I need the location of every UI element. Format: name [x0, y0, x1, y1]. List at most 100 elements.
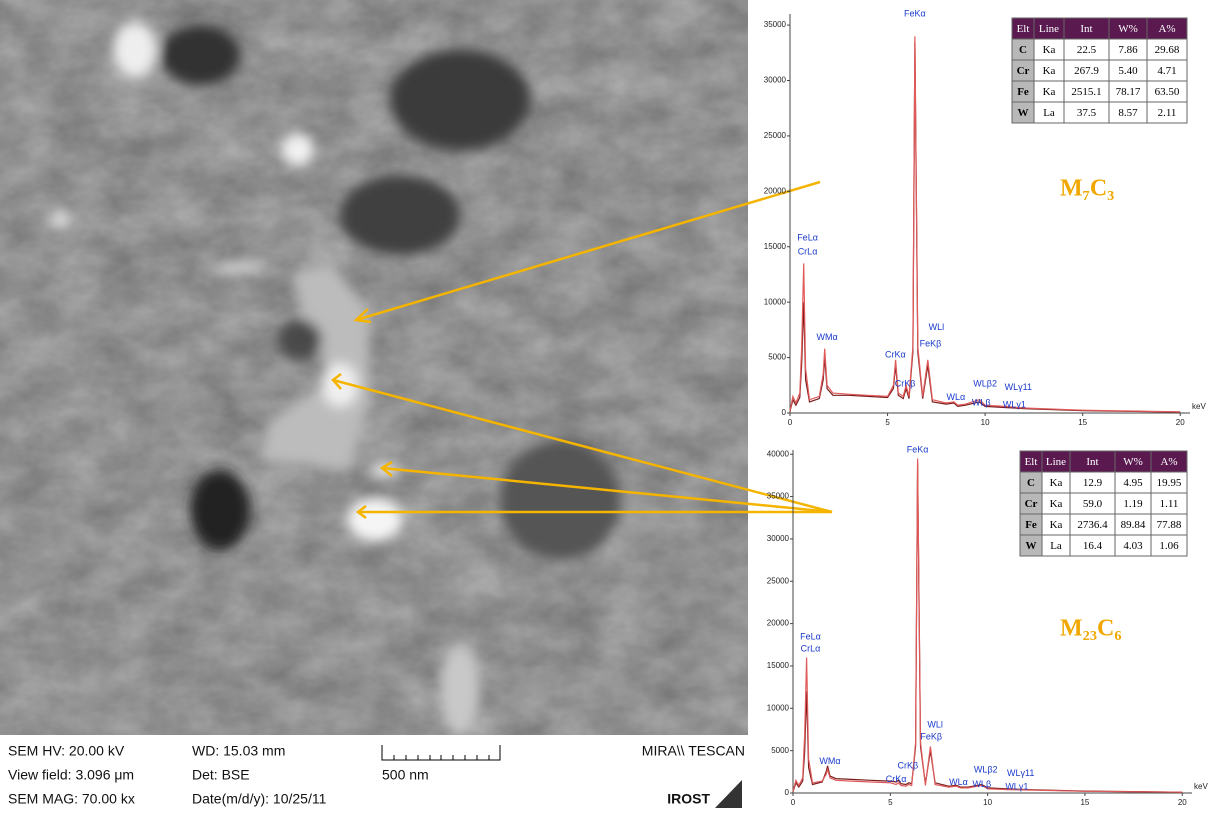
mag: SEM MAG: 70.00 kx	[8, 791, 135, 807]
peak-label: FeKβ	[920, 731, 942, 741]
view-field: View field: 3.096 μm	[8, 767, 134, 783]
peak-label: WLl	[927, 720, 943, 730]
y-tick-label: 0	[782, 408, 787, 417]
table-text: 12.9	[1083, 477, 1103, 489]
table-text: 59.0	[1083, 498, 1103, 510]
table-text: 29.68	[1155, 44, 1180, 56]
table-text: 37.5	[1077, 107, 1097, 119]
y-tick-label: 5000	[771, 746, 789, 755]
table-text: La	[1043, 107, 1055, 119]
table-text: W	[1026, 540, 1037, 552]
peak-label: WLγ11	[1005, 382, 1032, 392]
table-text: Elt	[1017, 23, 1030, 35]
table-text: Int	[1086, 456, 1098, 468]
y-tick-label: 25000	[767, 576, 790, 585]
table-text: 5.40	[1118, 65, 1138, 77]
x-tick-label: 0	[791, 798, 796, 807]
x-tick-label: 20	[1178, 798, 1187, 807]
x-axis-label: keV	[1194, 782, 1208, 791]
y-tick-label: 20000	[767, 619, 790, 628]
y-tick-label: 40000	[767, 449, 790, 458]
table-text: Ka	[1043, 44, 1056, 56]
y-tick-label: 15000	[767, 661, 790, 670]
peak-label: CrLα	[798, 247, 818, 257]
table-text: Line	[1046, 456, 1066, 468]
peak-label: WLβ	[972, 397, 991, 407]
table-text: 63.50	[1155, 86, 1180, 98]
logo: IROST	[667, 791, 710, 807]
table-text: Int	[1080, 23, 1092, 35]
y-tick-label: 35000	[767, 492, 790, 501]
table-text: C	[1019, 44, 1027, 56]
table-text: C	[1027, 477, 1035, 489]
y-tick-label: 10000	[767, 703, 790, 712]
x-tick-label: 0	[788, 418, 793, 427]
x-axis-label: keV	[1192, 402, 1206, 411]
date: Date(m/d/y): 10/25/11	[192, 791, 327, 807]
table-text: W%	[1123, 456, 1143, 468]
table-text: Fe	[1017, 86, 1029, 98]
x-tick-label: 15	[1078, 418, 1087, 427]
x-tick-label: 5	[888, 798, 893, 807]
brand: MIRA\\ TESCAN	[642, 743, 745, 759]
y-tick-label: 15000	[764, 242, 787, 251]
table-text: 19.95	[1157, 477, 1182, 489]
page: {"sem":{"hv":"SEM HV: 20.00 kV","wd":"WD…	[0, 0, 1213, 812]
phase-label: M₇C₃	[1060, 176, 1114, 202]
peak-label: CrKβ	[897, 760, 918, 770]
table-text: 22.5	[1077, 44, 1097, 56]
sem-image	[0, 0, 748, 735]
table-text: 8.57	[1118, 107, 1138, 119]
y-tick-label: 30000	[764, 76, 787, 85]
peak-label: WLβ2	[973, 379, 997, 389]
table-text: A%	[1158, 23, 1175, 35]
table-text: Fe	[1025, 519, 1037, 531]
table-text: W	[1018, 107, 1029, 119]
peak-label: CrLα	[801, 643, 821, 653]
table-text: Cr	[1025, 498, 1038, 510]
table-text: 2.11	[1158, 107, 1177, 119]
peak-label: CrKα	[885, 350, 906, 360]
y-tick-label: 5000	[768, 353, 786, 362]
y-tick-label: 0	[785, 788, 790, 797]
x-tick-label: 20	[1176, 418, 1185, 427]
table-text: 4.95	[1123, 477, 1143, 489]
hv: SEM HV: 20.00 kV	[8, 743, 125, 759]
peak-label: CrKα	[886, 774, 907, 784]
x-tick-label: 15	[1080, 798, 1089, 807]
scale-bar	[382, 745, 500, 760]
sem-info: SEM HV: 20.00 kV View field: 3.096 μm SE…	[8, 743, 745, 808]
y-tick-label: 30000	[767, 534, 790, 543]
det: Det: BSE	[192, 767, 250, 783]
table-text: 78.17	[1116, 86, 1141, 98]
table-text: 1.06	[1159, 540, 1179, 552]
peak-label: CrKβ	[895, 379, 916, 389]
table-text: Cr	[1017, 65, 1030, 77]
table-text: Ka	[1050, 477, 1063, 489]
figure: SEM HV: 20.00 kV View field: 3.096 μm SE…	[0, 0, 1213, 812]
wd: WD: 15.03 mm	[192, 743, 285, 759]
peak-label: WLl	[929, 322, 945, 332]
peak-label: FeLα	[800, 632, 821, 642]
table-text: A%	[1160, 456, 1177, 468]
peak-label: WLβ	[972, 779, 991, 789]
x-tick-label: 10	[981, 418, 990, 427]
peak-label: WLα	[949, 777, 968, 787]
peak-label: WMα	[816, 332, 837, 342]
table-text: 77.88	[1157, 519, 1182, 531]
peak-label: WLγ1	[1003, 400, 1026, 410]
table-text: Ka	[1043, 65, 1056, 77]
phase-label: M₂₃C₆	[1060, 616, 1122, 642]
peak-label: FeKβ	[920, 339, 942, 349]
peak-label: WLα	[947, 392, 966, 402]
y-tick-label: 10000	[764, 297, 787, 306]
table-text: Elt	[1025, 456, 1038, 468]
peak-label: FeKα	[907, 444, 929, 454]
y-tick-label: 25000	[764, 131, 787, 140]
x-tick-label: 5	[885, 418, 890, 427]
table-text: La	[1050, 540, 1062, 552]
peak-label: FeKα	[904, 8, 926, 18]
table-text: 267.9	[1074, 65, 1099, 77]
table-text: 7.86	[1118, 44, 1138, 56]
table-text: 1.19	[1123, 498, 1143, 510]
